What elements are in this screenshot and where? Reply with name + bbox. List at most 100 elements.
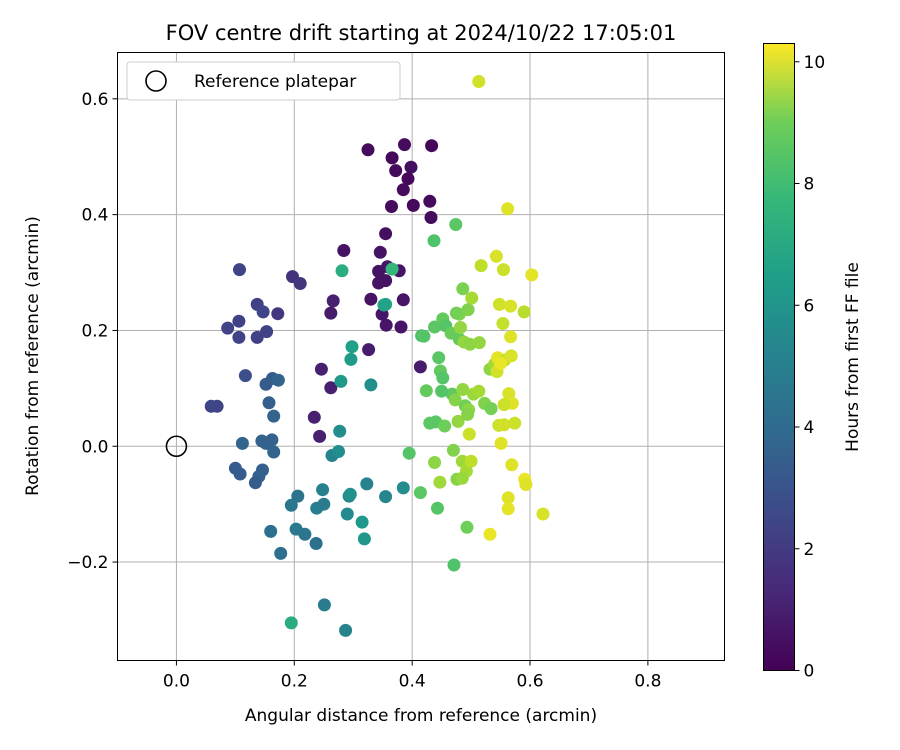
- data-point: [432, 351, 446, 365]
- data-point: [413, 360, 427, 374]
- data-point: [461, 303, 475, 317]
- data-point: [492, 297, 506, 311]
- data-point: [474, 259, 488, 273]
- data-point: [423, 194, 437, 208]
- data-point: [455, 471, 469, 485]
- data-point: [385, 151, 399, 165]
- data-point: [362, 343, 376, 357]
- data-point: [267, 409, 281, 423]
- data-point: [373, 245, 387, 259]
- data-point: [435, 384, 449, 398]
- reference-platepar-marker: [165, 435, 188, 458]
- data-point: [343, 487, 357, 501]
- data-point: [396, 481, 410, 495]
- data-point: [425, 139, 439, 153]
- data-point: [335, 264, 349, 278]
- data-point: [394, 320, 408, 334]
- data-point: [505, 458, 519, 472]
- data-point: [401, 172, 415, 186]
- y-tick-label: 0.6: [81, 90, 108, 110]
- data-point: [462, 427, 476, 441]
- data-point: [379, 318, 393, 332]
- data-point: [431, 501, 444, 515]
- data-point: [372, 264, 386, 278]
- data-point: [497, 398, 511, 412]
- data-point: [398, 138, 411, 152]
- data-point: [284, 616, 298, 630]
- colorbar-tick-label: 10: [804, 53, 826, 73]
- data-point: [274, 546, 288, 560]
- data-point: [221, 321, 235, 335]
- legend-marker: [145, 70, 167, 92]
- data-point: [360, 477, 374, 491]
- y-tick-label: 0.0: [81, 437, 108, 457]
- data-point: [345, 340, 359, 354]
- x-axis-label: Angular distance from reference (arcmin): [245, 706, 597, 726]
- data-point: [464, 454, 478, 468]
- data-point: [433, 475, 447, 489]
- data-point: [271, 373, 285, 387]
- data-point: [424, 211, 438, 224]
- colorbar-tick-label: 6: [804, 296, 815, 316]
- data-point: [340, 507, 354, 521]
- colorbar-tick-label: 0: [804, 662, 815, 682]
- data-point: [489, 249, 503, 263]
- data-point: [508, 416, 522, 430]
- data-point: [449, 218, 463, 231]
- x-tick-label: 0.2: [281, 672, 308, 692]
- data-point: [496, 317, 510, 330]
- data-point: [233, 263, 246, 277]
- data-point: [262, 396, 276, 410]
- colorbar-tick-label: 2: [804, 540, 815, 560]
- data-point: [472, 75, 486, 88]
- data-point: [233, 467, 247, 481]
- data-point: [379, 227, 393, 241]
- x-axis-ticks: 0.0 0.2 0.4 0.6 0.8: [163, 660, 661, 692]
- data-point: [333, 424, 347, 438]
- data-point: [379, 274, 393, 288]
- data-point: [502, 387, 516, 401]
- chart-title: FOV centre drift starting at 2024/10/22 …: [166, 21, 677, 45]
- data-point: [313, 429, 327, 443]
- data-point: [379, 490, 393, 504]
- data-point: [484, 402, 498, 416]
- data-point: [456, 282, 470, 296]
- data-point: [326, 294, 340, 308]
- colorbar-ticks: 0 2 4 6 8 10: [794, 53, 826, 682]
- y-tick-label: 0.4: [81, 206, 108, 226]
- data-point: [504, 349, 518, 363]
- data-point: [501, 491, 515, 505]
- y-tick-label: −0.2: [67, 553, 108, 573]
- data-point: [317, 598, 331, 612]
- data-point: [504, 299, 518, 313]
- data-point: [264, 524, 278, 538]
- y-tick-label: 0.2: [81, 321, 108, 341]
- data-point: [317, 497, 331, 511]
- data-point: [461, 407, 475, 421]
- data-point: [497, 263, 510, 277]
- data-point: [448, 393, 462, 407]
- x-tick-label: 0.0: [163, 672, 190, 692]
- data-point: [428, 456, 442, 469]
- plot-frame: [117, 52, 725, 661]
- data-point: [428, 320, 442, 334]
- data-point: [298, 527, 312, 541]
- data-point: [339, 623, 353, 637]
- data-point: [525, 268, 539, 282]
- data-point: [293, 277, 307, 290]
- legend-label: Reference platepar: [194, 72, 356, 92]
- y-axis-label: Rotation from reference (arcmin): [23, 216, 43, 496]
- data-point: [324, 306, 338, 320]
- data-point: [536, 507, 550, 521]
- data-point: [472, 384, 486, 398]
- data-point: [357, 532, 371, 546]
- data-point: [389, 164, 403, 178]
- data-point: [456, 383, 470, 396]
- data-point: [260, 325, 274, 339]
- data-points: [165, 75, 550, 637]
- data-point: [324, 381, 338, 395]
- data-point: [385, 200, 398, 213]
- data-point: [291, 489, 305, 503]
- data-point: [259, 436, 273, 450]
- data-point: [402, 446, 416, 460]
